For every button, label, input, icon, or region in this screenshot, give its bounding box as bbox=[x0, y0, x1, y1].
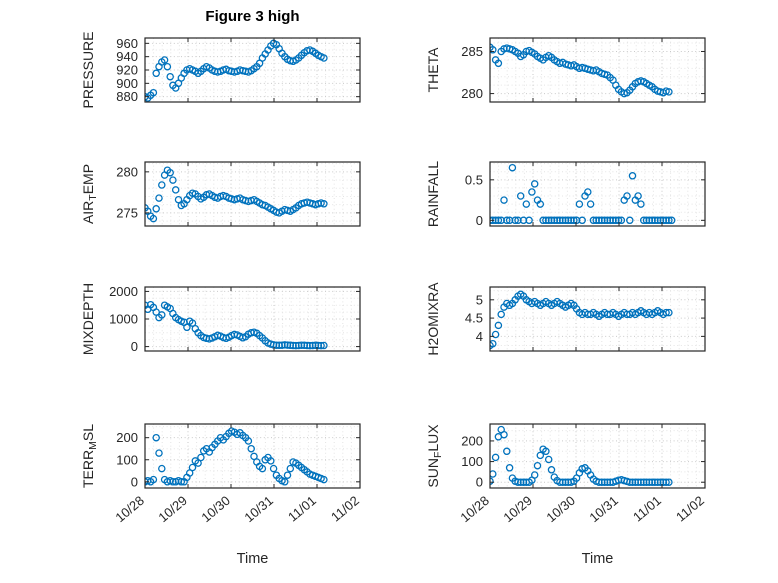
y-tick-label: 960 bbox=[116, 36, 138, 51]
y-tick-label: 880 bbox=[116, 89, 138, 104]
xlabel-right: Time bbox=[581, 551, 614, 567]
x-tick-label: 11/02 bbox=[673, 493, 707, 525]
subplot-terr-msl: 0 100 200 TERRMSL 10/28 10/29 10/30 10/31 11/01 1… bbox=[80, 423, 362, 525]
y-tick-label: 280 bbox=[461, 86, 483, 101]
subplot-mixdepth: 0 1000 2000 MIXDEPTH bbox=[80, 283, 361, 355]
series-air-temp bbox=[145, 166, 328, 223]
y-tick-label: 5 bbox=[476, 292, 483, 307]
y-tick-label: 200 bbox=[116, 430, 138, 445]
x-tick-label: 10/30 bbox=[543, 493, 578, 525]
x-tick-label: 10/29 bbox=[500, 493, 535, 525]
series-sun-flux bbox=[490, 425, 673, 486]
y-tick-label: 4 bbox=[476, 329, 483, 344]
x-tick-label: 11/01 bbox=[630, 493, 664, 525]
subplot-theta: 280 285 THETA bbox=[425, 37, 706, 103]
series-mixdepth bbox=[145, 300, 328, 350]
ylabel-h2omixra: H2OMIXRA bbox=[425, 282, 441, 356]
y-tick-label: 0 bbox=[131, 474, 138, 489]
ylabel-rainfall: RAINFALL bbox=[425, 161, 441, 227]
ylabel-terr-msl: TERRMSL bbox=[80, 424, 99, 488]
subplot-h2omixra: 4 4.5 5 H2OMIXRA bbox=[425, 282, 706, 356]
figure-title: Figure 3 high bbox=[205, 8, 300, 25]
ylabel-theta: THETA bbox=[425, 47, 441, 93]
y-tick-label: 2000 bbox=[109, 284, 138, 299]
ylabel-sun-flux: SUNFLUX bbox=[425, 424, 444, 488]
x-tick-label: 10/31 bbox=[241, 493, 276, 525]
y-tick-label: 4.5 bbox=[465, 311, 483, 326]
y-tick-label: 940 bbox=[116, 49, 138, 64]
y-tick-label: 0 bbox=[476, 213, 483, 228]
x-tick-label: 10/30 bbox=[198, 493, 233, 525]
y-tick-label: 0 bbox=[131, 339, 138, 354]
y-tick-label: 0 bbox=[476, 475, 483, 490]
y-tick-label: 1000 bbox=[109, 312, 138, 327]
y-tick-label: 280 bbox=[116, 164, 138, 179]
y-tick-label: 100 bbox=[116, 452, 138, 467]
subplot-sun-flux: 0 100 200 SUNFLUX 10/28 10/29 10/30 10/31 11/01 1… bbox=[425, 423, 707, 525]
x-tick-label: 10/28 bbox=[457, 493, 492, 525]
series-h2omixra bbox=[490, 290, 673, 350]
ylabel-air-temp: AIRTEMP bbox=[80, 164, 99, 224]
y-tick-label: 920 bbox=[116, 63, 138, 78]
y-tick-label: 200 bbox=[461, 433, 483, 448]
x-tick-label: 10/28 bbox=[112, 493, 147, 525]
xlabel-left: Time bbox=[236, 551, 269, 567]
y-tick-label: 0.5 bbox=[465, 172, 483, 187]
series-terr-msl bbox=[145, 427, 328, 486]
series-rainfall bbox=[490, 163, 676, 225]
ylabel-mixdepth: MIXDEPTH bbox=[80, 283, 96, 355]
subplot-air-temp: 275 280 AIRTEMP bbox=[80, 161, 361, 227]
series-pressure bbox=[145, 39, 328, 102]
x-tick-label: 11/01 bbox=[285, 493, 319, 525]
x-tick-label: 10/31 bbox=[586, 493, 621, 525]
y-tick-label: 900 bbox=[116, 76, 138, 91]
y-tick-label: 285 bbox=[461, 44, 483, 59]
y-tick-label: 100 bbox=[461, 454, 483, 469]
series-theta bbox=[490, 43, 673, 98]
x-tick-label: 10/29 bbox=[155, 493, 190, 525]
x-tick-label: 11/02 bbox=[328, 493, 362, 525]
ylabel-pressure: PRESSURE bbox=[80, 31, 96, 108]
y-tick-label: 275 bbox=[116, 205, 138, 220]
subplot-rainfall: 0 0.5 RAINFALL bbox=[425, 161, 706, 228]
